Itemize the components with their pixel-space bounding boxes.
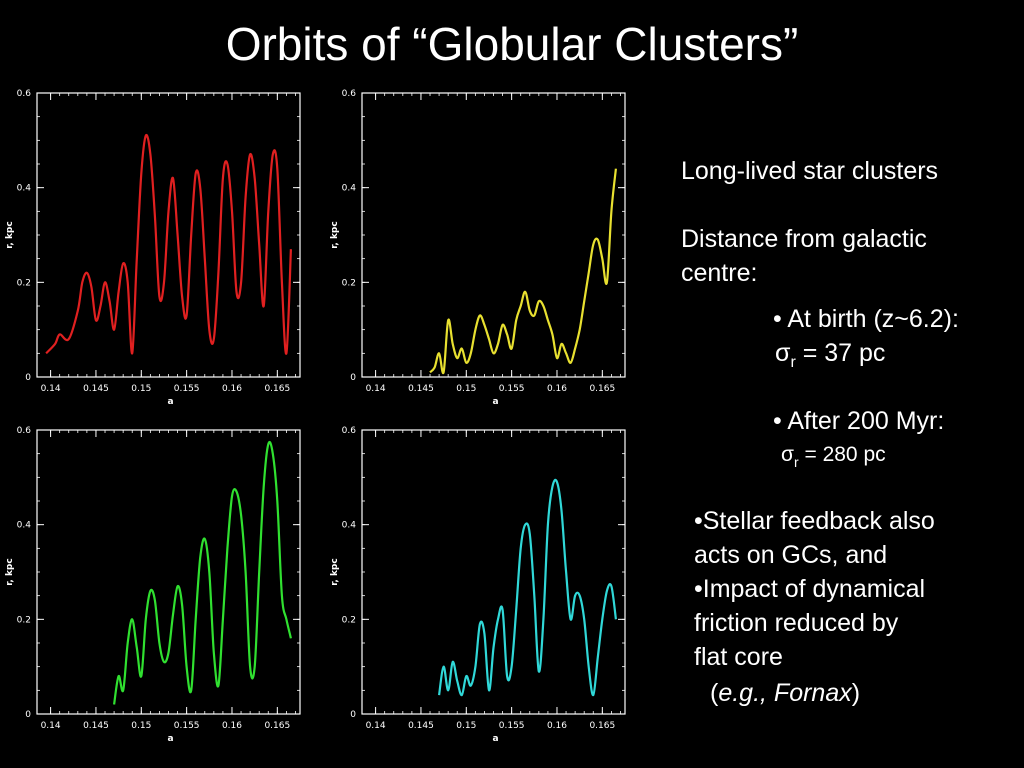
x-tick-label: 0.14 bbox=[41, 721, 61, 731]
x-tick-label: 0.16 bbox=[547, 384, 567, 394]
x-tick-label: 0.14 bbox=[41, 384, 61, 394]
plot-frame bbox=[36, 92, 301, 378]
x-tick-label: 0.165 bbox=[589, 384, 615, 394]
example-text: e.g., Fornax bbox=[718, 679, 852, 707]
y-tick-label: 0.2 bbox=[342, 278, 356, 288]
sigma-symbol: σ bbox=[775, 339, 791, 367]
example-line: (e.g., Fornax) bbox=[710, 676, 860, 710]
x-tick-label: 0.15 bbox=[131, 384, 151, 394]
orbit-chart-yellow: 0.14 0.145 0.15 0.155 0.16 0.165 0 0.2 0.4 0.6 a r,… bbox=[330, 89, 626, 407]
birth-sigma: σr = 37 pc bbox=[775, 336, 885, 374]
feedback-line2: acts on GCs, and bbox=[694, 541, 888, 569]
y-tick-label: 0.4 bbox=[342, 184, 357, 194]
y-axis-label: r, kpc bbox=[5, 558, 15, 585]
x-tick-label: 0.145 bbox=[408, 384, 434, 394]
feedback-line1: •Stellar feedback also bbox=[694, 507, 935, 535]
series-line bbox=[438, 478, 617, 697]
orbit-chart-cyan: 0.14 0.145 0.15 0.155 0.16 0.165 0 0.2 0.4 0.6 a r,… bbox=[330, 426, 626, 744]
x-axis-label: a bbox=[492, 397, 498, 407]
x-tick-label: 0.15 bbox=[456, 384, 476, 394]
impact-line1: •Impact of dynamical bbox=[694, 575, 926, 603]
x-tick-label: 0.145 bbox=[408, 721, 434, 731]
x-tick-label: 0.16 bbox=[222, 721, 242, 731]
birth-value: = 37 pc bbox=[795, 339, 886, 367]
long-lived-text: Long-lived star clusters bbox=[681, 157, 939, 185]
series-line bbox=[45, 133, 292, 355]
x-tick-label: 0.155 bbox=[174, 384, 200, 394]
series-line bbox=[429, 168, 617, 375]
x-tick-label: 0.15 bbox=[131, 721, 151, 731]
x-tick-label: 0.145 bbox=[83, 721, 109, 731]
x-tick-label: 0.155 bbox=[499, 384, 525, 394]
after-sigma: σr = 280 pc bbox=[781, 438, 886, 473]
y-tick-label: 0.2 bbox=[17, 615, 31, 625]
sigma-subscript-2: r bbox=[793, 454, 799, 470]
sigma-symbol-2: σ bbox=[781, 443, 794, 466]
y-axis-label: r, kpc bbox=[5, 221, 15, 248]
example-close: ) bbox=[851, 679, 861, 707]
x-axis-label: a bbox=[492, 734, 498, 744]
x-tick-label: 0.16 bbox=[222, 384, 242, 394]
x-tick-label: 0.165 bbox=[264, 384, 290, 394]
y-tick-label: 0.6 bbox=[342, 426, 357, 436]
y-tick-label: 0 bbox=[25, 373, 31, 383]
impact-line2: friction reduced by bbox=[694, 609, 899, 637]
y-axis-label: r, kpc bbox=[330, 558, 340, 585]
x-tick-label: 0.14 bbox=[366, 721, 386, 731]
series-line bbox=[113, 440, 292, 705]
plot-frame bbox=[361, 429, 626, 715]
y-tick-label: 0.2 bbox=[17, 278, 31, 288]
x-tick-label: 0.145 bbox=[83, 384, 109, 394]
y-tick-label: 0.4 bbox=[17, 184, 32, 194]
y-tick-label: 0.6 bbox=[17, 89, 32, 99]
y-tick-label: 0.6 bbox=[342, 89, 357, 99]
after-value: = 280 pc bbox=[798, 443, 886, 466]
distance-text-line2: centre: bbox=[681, 259, 758, 287]
birth-bullet: • At birth (z~6.2): bbox=[773, 305, 959, 333]
impact-line3: flat core bbox=[694, 643, 783, 671]
page-title: Orbits of “Globular Clusters” bbox=[225, 18, 799, 70]
orbit-chart-green: 0.14 0.145 0.15 0.155 0.16 0.165 0 0.2 0.4 0.6 a r,… bbox=[5, 426, 301, 744]
after-bullet: • After 200 Myr: bbox=[773, 407, 945, 435]
y-axis-label: r, kpc bbox=[330, 221, 340, 248]
plot-frame bbox=[361, 92, 626, 378]
x-tick-label: 0.16 bbox=[547, 721, 567, 731]
x-axis-label: a bbox=[167, 397, 173, 407]
x-tick-label: 0.165 bbox=[264, 721, 290, 731]
x-tick-label: 0.14 bbox=[366, 384, 386, 394]
x-tick-label: 0.15 bbox=[456, 721, 476, 731]
x-tick-label: 0.165 bbox=[589, 721, 615, 731]
example-open: ( bbox=[710, 679, 719, 707]
plot-frame bbox=[36, 429, 301, 715]
y-tick-label: 0.4 bbox=[17, 521, 32, 531]
orbit-chart-red: 0.14 0.145 0.15 0.155 0.16 0.165 0 0.2 0.4 0.6 a r,… bbox=[5, 89, 301, 407]
y-tick-label: 0.6 bbox=[17, 426, 32, 436]
sigma-subscript: r bbox=[790, 354, 796, 371]
x-tick-label: 0.155 bbox=[174, 721, 200, 731]
y-tick-label: 0 bbox=[350, 710, 356, 720]
distance-text-line1: Distance from galactic bbox=[681, 225, 927, 253]
x-tick-label: 0.155 bbox=[499, 721, 525, 731]
y-tick-label: 0 bbox=[350, 373, 356, 383]
y-tick-label: 0.2 bbox=[342, 615, 356, 625]
x-axis-label: a bbox=[167, 734, 173, 744]
y-tick-label: 0 bbox=[25, 710, 31, 720]
y-tick-label: 0.4 bbox=[342, 521, 357, 531]
